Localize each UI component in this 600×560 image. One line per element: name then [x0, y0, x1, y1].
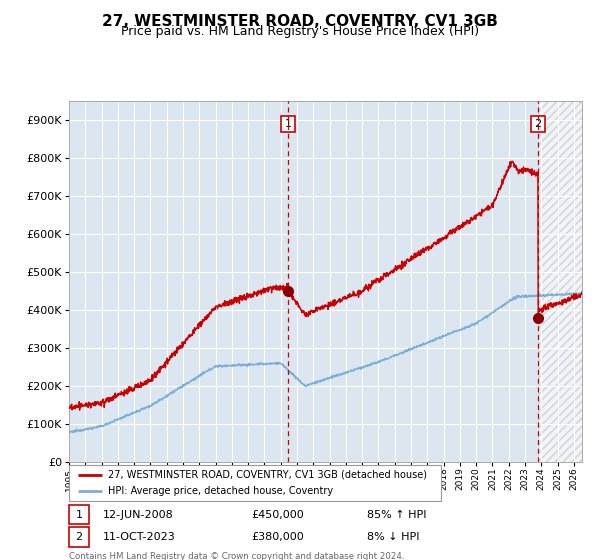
Text: Price paid vs. HM Land Registry's House Price Index (HPI): Price paid vs. HM Land Registry's House …: [121, 25, 479, 38]
Text: 1: 1: [76, 510, 82, 520]
Text: £380,000: £380,000: [252, 532, 304, 542]
Text: 27, WESTMINSTER ROAD, COVENTRY, CV1 3GB: 27, WESTMINSTER ROAD, COVENTRY, CV1 3GB: [102, 14, 498, 29]
Bar: [69, 505, 89, 524]
Text: 27, WESTMINSTER ROAD, COVENTRY, CV1 3GB (detached house): 27, WESTMINSTER ROAD, COVENTRY, CV1 3GB …: [108, 470, 427, 479]
Bar: [538, 101, 582, 462]
Text: 85% ↑ HPI: 85% ↑ HPI: [367, 510, 426, 520]
Text: Contains HM Land Registry data © Crown copyright and database right 2024.
This d: Contains HM Land Registry data © Crown c…: [69, 552, 404, 560]
Text: 8% ↓ HPI: 8% ↓ HPI: [367, 532, 419, 542]
Text: HPI: Average price, detached house, Coventry: HPI: Average price, detached house, Cove…: [108, 487, 333, 496]
Bar: [69, 528, 89, 547]
Text: 11-OCT-2023: 11-OCT-2023: [103, 532, 176, 542]
Text: 2: 2: [76, 532, 82, 542]
Text: 1: 1: [284, 119, 292, 129]
Text: 12-JUN-2008: 12-JUN-2008: [103, 510, 173, 520]
Text: 2: 2: [535, 119, 541, 129]
Text: £450,000: £450,000: [252, 510, 304, 520]
